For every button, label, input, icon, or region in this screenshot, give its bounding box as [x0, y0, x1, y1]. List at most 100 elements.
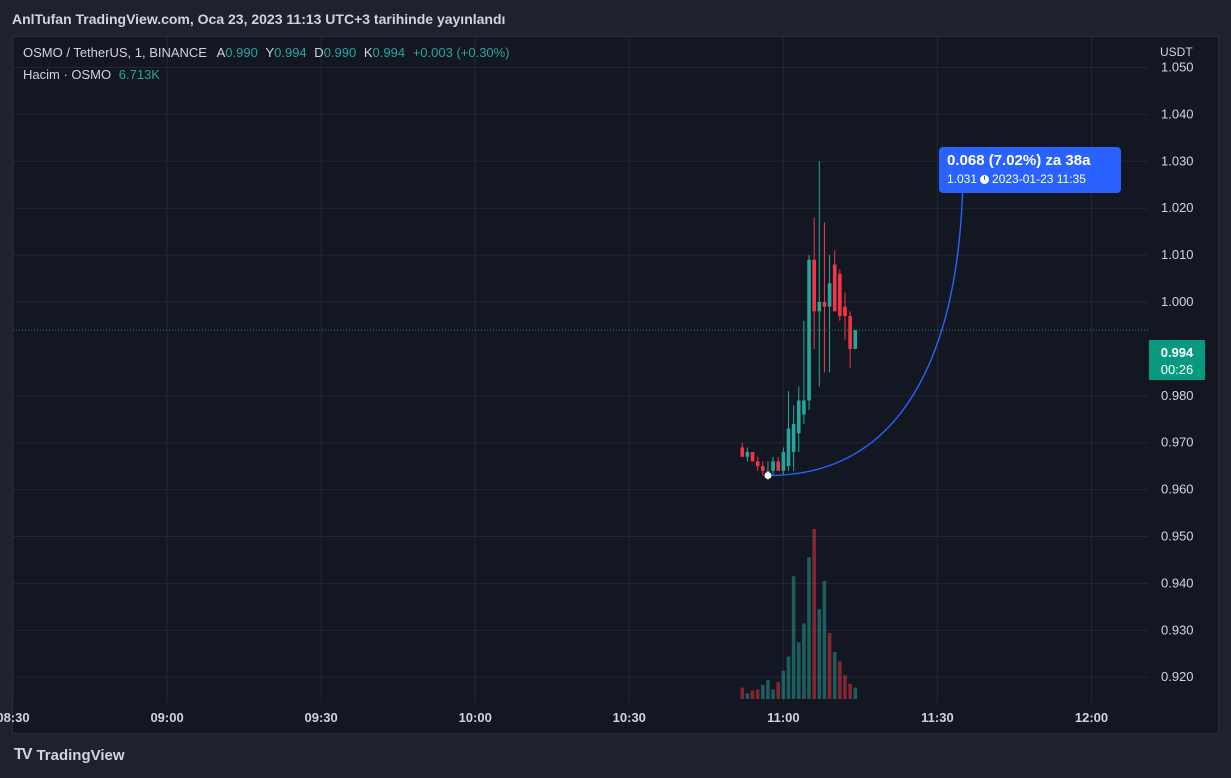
time-tick-label: 12:00: [1075, 710, 1108, 725]
high-value: 0.994: [274, 45, 307, 60]
candle-body: [755, 461, 760, 467]
volume-value: 6.713K: [118, 67, 160, 82]
candle-body: [766, 470, 770, 472]
volume-bar: [771, 689, 775, 699]
volume-legend: Hacim · OSMO 6.713K: [23, 67, 160, 82]
price-tick-label: 0.920: [1161, 669, 1194, 684]
published-header: AnlTufan TradingView.com, Oca 23, 2023 1…: [12, 11, 506, 27]
high-label: Y: [265, 45, 275, 60]
last-price-value: 0.994: [1160, 345, 1194, 360]
time-axis: 08:30 09:00 09:30 10:00 10:30 11:00 11:30 12:00: [0, 710, 1108, 725]
candle-body: [838, 273, 842, 317]
measure-summary: 0.068 (7.02%) za 38a: [947, 152, 1091, 169]
volume-bar: [848, 683, 852, 699]
open-value: 0.990: [225, 45, 258, 60]
volume-bar: [781, 670, 786, 699]
volume-bar: [843, 675, 847, 699]
currency-label: USDT: [1160, 45, 1193, 59]
volume-bar: [796, 642, 801, 699]
volume-bars: [740, 529, 858, 699]
time-tick-label: 11:30: [921, 710, 954, 725]
price-tick-label: 0.950: [1161, 529, 1194, 544]
volume-bar: [791, 576, 796, 699]
candle-body: [827, 283, 832, 307]
tradingview-logo[interactable]: TV TradingView: [14, 746, 125, 764]
volume-bar: [761, 684, 765, 699]
time-tick-label: 09:00: [150, 710, 183, 725]
volume-bar: [766, 680, 770, 699]
time-tick-label: 11:00: [767, 710, 800, 725]
price-tick-label: 1.020: [1161, 200, 1194, 215]
price-axis: 0.920 0.930 0.940 0.950 0.960 0.970 0.980 1.000…: [1161, 59, 1194, 684]
time-tick-label: 10:00: [459, 710, 492, 725]
volume-bar: [755, 689, 760, 699]
volume-bar: [817, 609, 822, 699]
price-tick-label: 0.970: [1161, 435, 1194, 450]
volume-bar: [802, 623, 806, 699]
candle-body: [843, 306, 847, 317]
price-tick-label: 0.960: [1161, 482, 1194, 497]
price-tick-label: 1.000: [1161, 294, 1194, 309]
price-tick-label: 1.010: [1161, 247, 1194, 262]
volume-bar: [812, 529, 816, 699]
volume-label[interactable]: Hacim · OSMO: [23, 67, 112, 82]
price-tick-label: 0.980: [1161, 388, 1194, 403]
price-tick-label: 0.930: [1161, 622, 1194, 637]
candle-body: [791, 423, 796, 453]
volume-bar: [750, 690, 755, 699]
last-price-tag: 0.994 00:26: [1149, 340, 1205, 380]
price-tick-label: 0.940: [1161, 575, 1194, 590]
close-label: K: [363, 45, 373, 60]
candle-body: [786, 428, 791, 467]
tradingview-logo-icon: TV: [14, 746, 33, 763]
candles: [740, 161, 858, 481]
volume-bar: [853, 687, 858, 699]
symbol-name[interactable]: OSMO / TetherUS, 1, BINANCE: [23, 45, 207, 60]
candle-body: [853, 330, 858, 349]
volume-bar: [838, 661, 842, 699]
time-tick-label: 08:30: [0, 710, 30, 725]
measure-curve: [767, 160, 964, 477]
volume-bar: [827, 632, 832, 699]
bar-countdown: 00:26: [1160, 362, 1194, 377]
candle-body: [802, 400, 806, 415]
close-value: 0.994: [372, 45, 406, 60]
measure-start-point: [764, 472, 772, 480]
low-label: D: [314, 45, 324, 60]
volume-bar: [822, 580, 827, 699]
candle-body: [745, 452, 750, 457]
candle-body: [776, 461, 781, 471]
volume-bar: [786, 656, 791, 699]
symbol-legend: OSMO / TetherUS, 1, BINANCE A0.990 Y0.99…: [23, 45, 510, 60]
time-tick-label: 10:30: [613, 710, 646, 725]
candle-body: [771, 461, 775, 471]
volume-bar: [832, 651, 837, 699]
candle-body: [822, 301, 827, 307]
open-label: A: [216, 45, 226, 60]
tradingview-logo-text: TradingView: [36, 746, 125, 764]
measure-details: 1.031 2023-01-23 11:35: [947, 171, 1113, 187]
candle-body: [781, 452, 786, 471]
price-tick-label: 1.030: [1161, 153, 1194, 168]
measure-target-price: 1.031: [947, 172, 978, 186]
candle-body: [817, 301, 822, 312]
change-value: +0.003 (+0.30%): [412, 45, 510, 60]
candle-body: [750, 452, 755, 462]
candle-body: [796, 400, 801, 434]
price-tick-label: 1.040: [1161, 106, 1194, 121]
candle-body: [848, 316, 852, 349]
volume-bar: [807, 557, 811, 699]
time-tick-label: 09:30: [305, 710, 338, 725]
volume-bar: [776, 682, 781, 699]
candle-body: [832, 264, 837, 312]
candle-body: [812, 259, 816, 312]
clock-icon: [980, 174, 990, 184]
measure-target-datetime: 2023-01-23 11:35: [992, 172, 1086, 186]
candle-body: [761, 466, 765, 471]
low-value: 0.990: [323, 45, 357, 60]
volume-bar: [740, 687, 745, 699]
measure-tooltip[interactable]: 0.068 (7.02%) za 38a 1.031 2023-01-23 11…: [939, 147, 1121, 193]
candle-body: [807, 259, 811, 401]
volume-bar: [745, 693, 750, 699]
